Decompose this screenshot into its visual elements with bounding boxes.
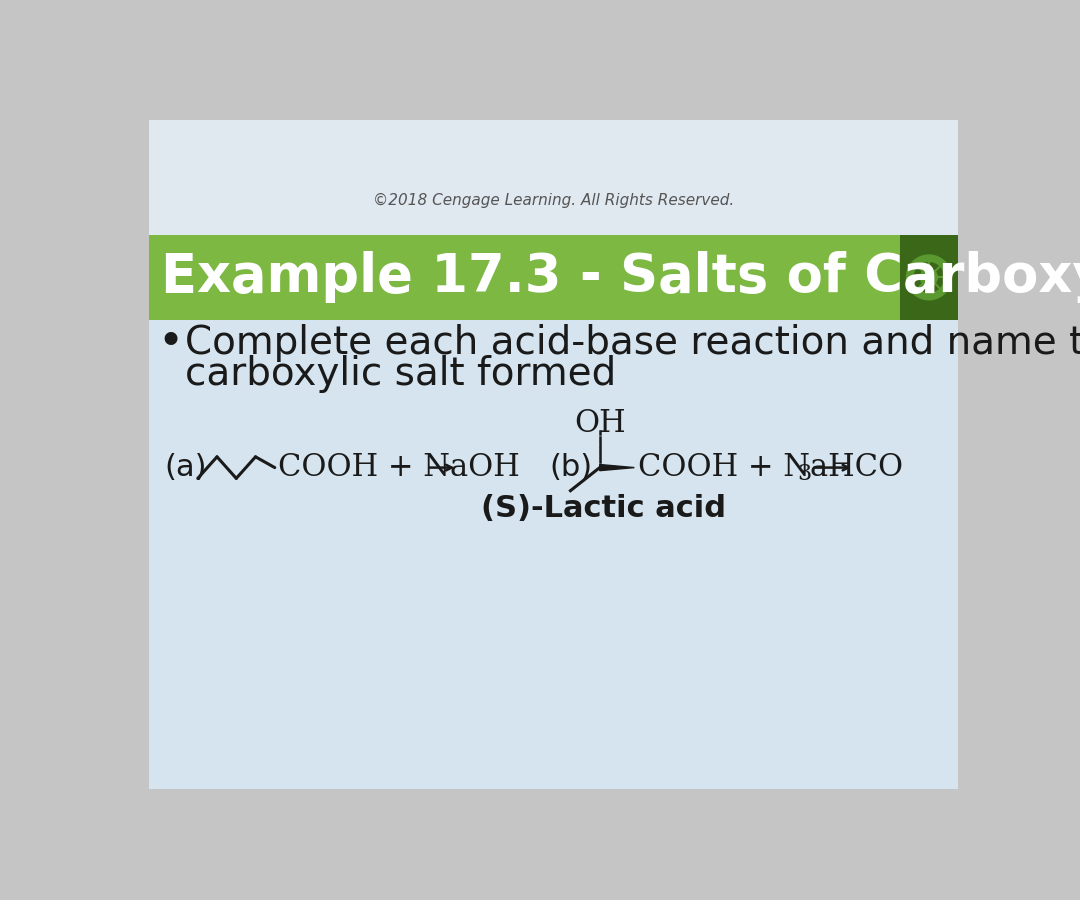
Text: COOH + NaOH: COOH + NaOH	[278, 452, 519, 483]
Bar	[149, 320, 958, 789]
Text: •: •	[157, 321, 184, 365]
Text: 3: 3	[798, 463, 812, 485]
Bar	[900, 235, 958, 320]
Text: COOH + NaHCO: COOH + NaHCO	[638, 452, 903, 483]
Text: (a): (a)	[164, 453, 207, 482]
Text: Complete each acid-base reaction and name the: Complete each acid-base reaction and nam…	[186, 324, 1080, 362]
Circle shape	[920, 268, 939, 286]
Circle shape	[914, 262, 944, 292]
Polygon shape	[599, 464, 634, 471]
Text: ©2018 Cengage Learning. All Rights Reserved.: ©2018 Cengage Learning. All Rights Reser…	[373, 193, 734, 208]
Text: (S)-Lactic acid: (S)-Lactic acid	[481, 494, 726, 523]
Text: (b): (b)	[550, 453, 593, 482]
Text: Example 17.3 - Salts of Carboxylic Acids: Example 17.3 - Salts of Carboxylic Acids	[161, 251, 1080, 303]
Bar	[149, 235, 958, 320]
Circle shape	[906, 255, 951, 301]
Circle shape	[926, 274, 933, 281]
Text: carboxylic salt formed: carboxylic salt formed	[186, 355, 617, 392]
Text: OH: OH	[573, 409, 625, 439]
